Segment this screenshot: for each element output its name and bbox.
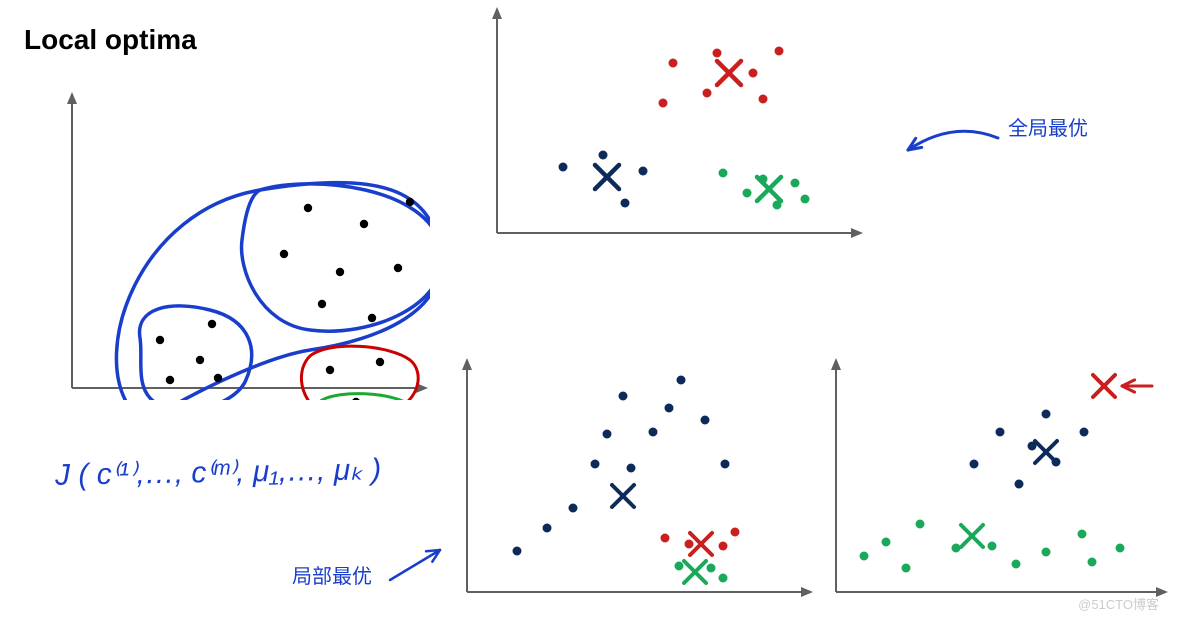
cost-function-formula: J ( c⁽¹⁾,…, c⁽ᵐ⁾, μ₁,…, μₖ ) xyxy=(55,452,382,493)
plot-global-optimum xyxy=(485,5,865,245)
plot-local-optima-sketch xyxy=(60,90,430,400)
label-global-optimum: 全局最优 xyxy=(1008,112,1088,141)
watermark: @51CTO博客 xyxy=(1078,594,1159,613)
page-title: Local optima xyxy=(24,24,197,56)
label-local-optimum: 局部最优 xyxy=(292,560,372,589)
plot-local-optimum-1 xyxy=(455,356,815,604)
plot-local-optimum-2 xyxy=(824,356,1170,604)
